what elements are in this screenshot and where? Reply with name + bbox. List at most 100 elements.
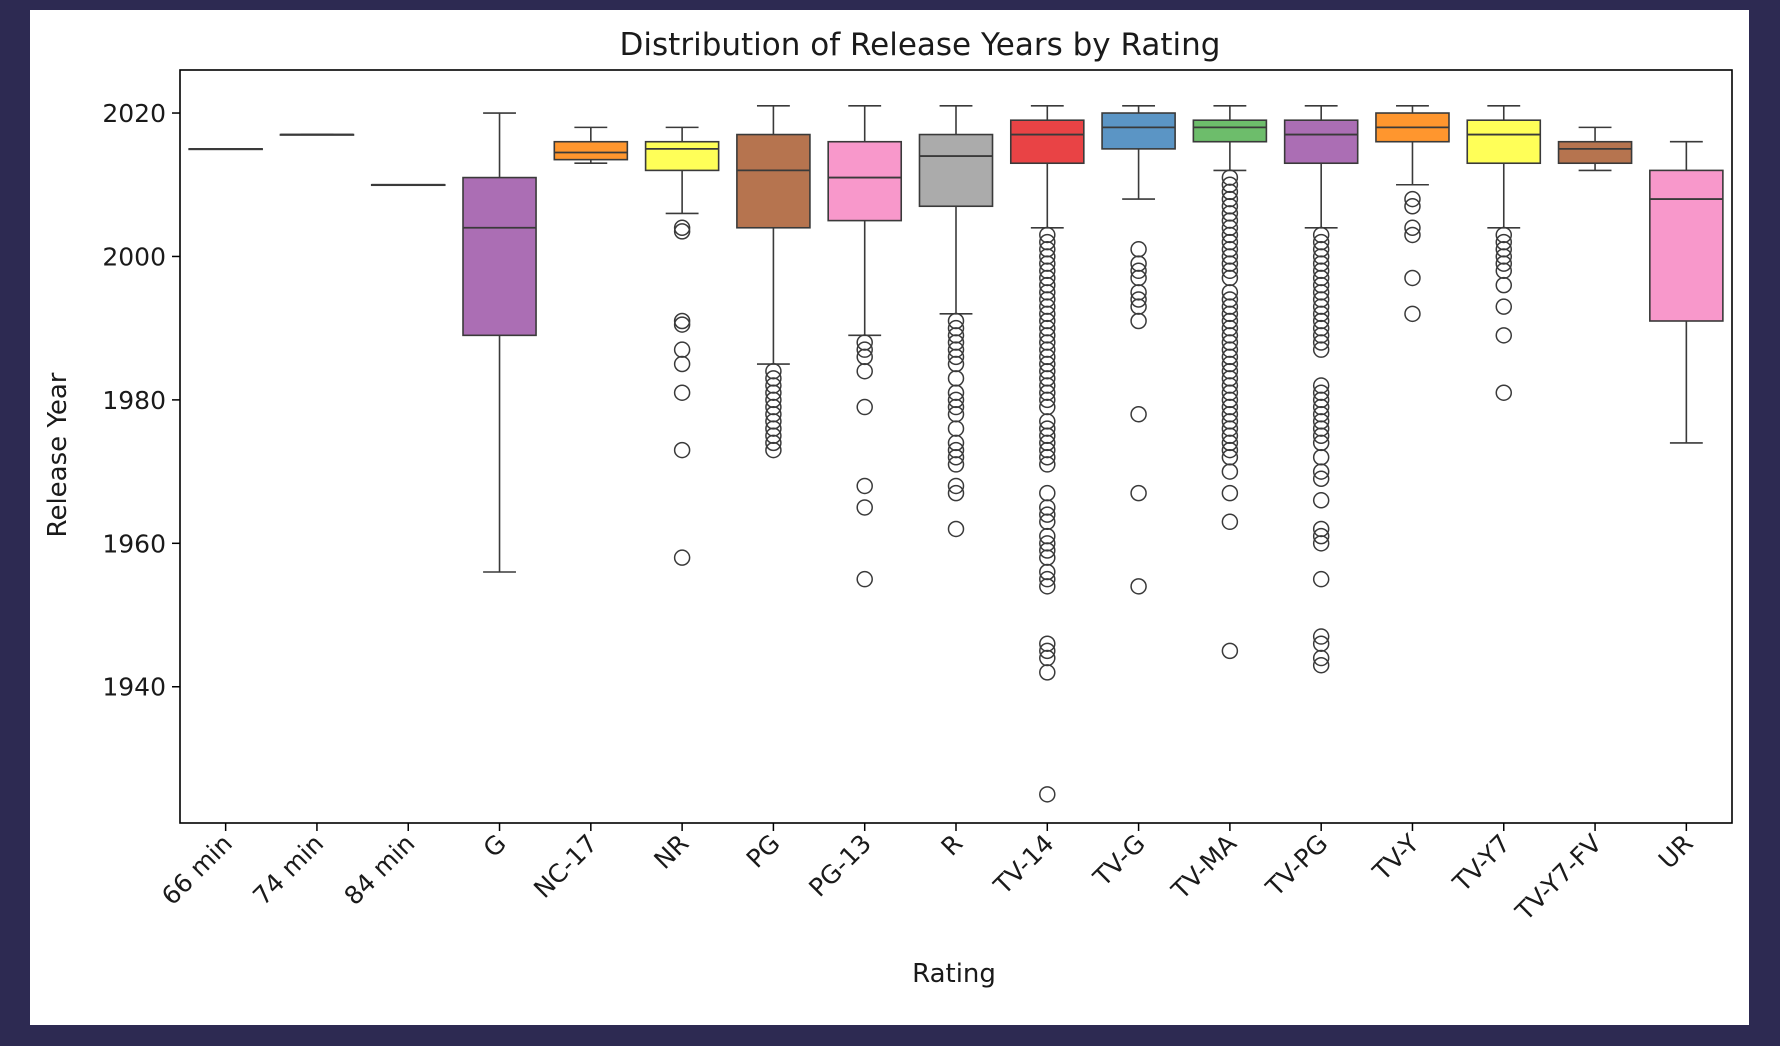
box-group: [370, 183, 446, 187]
outlier-point: [1130, 291, 1147, 308]
outlier-point: [856, 499, 873, 516]
box-group: [1283, 105, 1359, 674]
box-group: [279, 133, 355, 136]
outlier-point: [1312, 570, 1330, 588]
box-body: [553, 140, 629, 161]
box-body: [918, 133, 994, 208]
outlier-point: [1039, 664, 1056, 681]
outlier-point: [1495, 255, 1513, 272]
outlier-point: [1039, 456, 1056, 473]
outlier-point: [947, 477, 965, 495]
x-tick-label: PG-13: [803, 829, 877, 903]
x-tick-label: PG: [741, 829, 786, 874]
outlier-point: [1039, 484, 1056, 502]
box-group: [1192, 105, 1268, 660]
outlier-point: [765, 441, 782, 459]
outlier-point: [1312, 449, 1330, 466]
box-group: [1375, 105, 1450, 323]
y-axis-label: Release Year: [43, 372, 73, 537]
outlier-point: [1312, 649, 1330, 667]
outlier-point: [1404, 226, 1421, 244]
x-tick-label: 74 min: [247, 829, 329, 911]
outlier-point: [1130, 241, 1147, 258]
outlier-point: [1404, 269, 1421, 287]
box-body: [462, 176, 537, 337]
outlier-point: [947, 456, 965, 473]
chart-figure: Distribution of Release Years by Rating …: [30, 10, 1749, 1025]
x-tick-label: TV-Y7-FV: [1509, 829, 1607, 927]
outlier-point: [673, 219, 691, 237]
box-body: [644, 140, 720, 172]
box-group: [736, 105, 811, 459]
outlier-point: [1312, 628, 1330, 645]
x-tick-label: R: [935, 829, 968, 862]
outlier-point: [856, 398, 873, 416]
outlier-point: [947, 348, 965, 366]
outlier-point: [673, 441, 691, 459]
outlier-point: [1404, 219, 1421, 237]
outlier-point: [1039, 542, 1056, 559]
outlier-point: [856, 477, 873, 495]
box-group: [827, 105, 903, 588]
outlier-point: [947, 398, 965, 416]
x-tick-label: TV-MA: [1165, 829, 1242, 906]
box-body: [1009, 119, 1085, 165]
outlier-point: [1130, 262, 1147, 280]
chart-title: Distribution of Release Years by Rating: [620, 27, 1221, 63]
outlier-point: [856, 362, 873, 380]
box-body: [827, 140, 903, 222]
outlier-point: [1404, 198, 1421, 215]
box-body: [1192, 119, 1268, 143]
outlier-point: [947, 520, 965, 538]
outlier-point: [673, 223, 691, 240]
outlier-point: [1312, 535, 1330, 552]
outlier-point: [1039, 578, 1056, 595]
x-tick-label: G: [478, 829, 512, 863]
outlier-point: [856, 341, 873, 358]
y-tick-label: 2020: [102, 99, 166, 128]
box-body: [1466, 119, 1542, 165]
box-group: [1649, 140, 1724, 444]
box-group: [553, 126, 629, 165]
outlier-point: [1221, 484, 1239, 502]
box-body: [736, 133, 811, 229]
outlier-point: [947, 420, 965, 437]
x-tick-label: 66 min: [156, 829, 238, 911]
outlier-point: [1221, 513, 1239, 531]
outlier-point: [1221, 463, 1239, 480]
outlier-point: [947, 370, 965, 387]
x-tick-label: TV-G: [1087, 829, 1151, 893]
outlier-point: [1495, 276, 1513, 294]
outlier-point: [1404, 190, 1421, 208]
outlier-point: [1039, 506, 1056, 523]
outlier-point: [1312, 341, 1330, 358]
x-tick-label: TV-Y7: [1447, 829, 1516, 898]
x-tick-label: NC-17: [528, 829, 603, 904]
outlier-point: [1221, 262, 1239, 280]
outlier-point: [1130, 312, 1147, 330]
y-tick-label: 1960: [102, 529, 166, 558]
outlier-point: [673, 341, 691, 358]
x-tick-label: TV-PG: [1260, 829, 1334, 903]
outlier-point: [1221, 642, 1239, 660]
box-group: [462, 112, 537, 573]
outlier-point: [1312, 463, 1330, 480]
box-group: [188, 147, 263, 151]
outlier-point: [673, 549, 691, 566]
outlier-point: [1039, 642, 1056, 660]
outlier-point: [1221, 441, 1239, 459]
x-tick-label: TV-14: [988, 829, 1060, 901]
outlier-point: [856, 570, 873, 588]
box-group: [1009, 105, 1085, 803]
outlier-point: [1039, 570, 1056, 588]
outlier-point: [1039, 449, 1056, 466]
outlier-point: [1130, 484, 1147, 502]
outlier-point: [1312, 492, 1330, 509]
box-group: [644, 126, 720, 566]
outlier-point: [1495, 298, 1513, 315]
box-body: [1557, 140, 1633, 165]
box-body: [1649, 169, 1724, 322]
box-group: [1466, 105, 1542, 401]
outlier-point: [673, 316, 691, 333]
